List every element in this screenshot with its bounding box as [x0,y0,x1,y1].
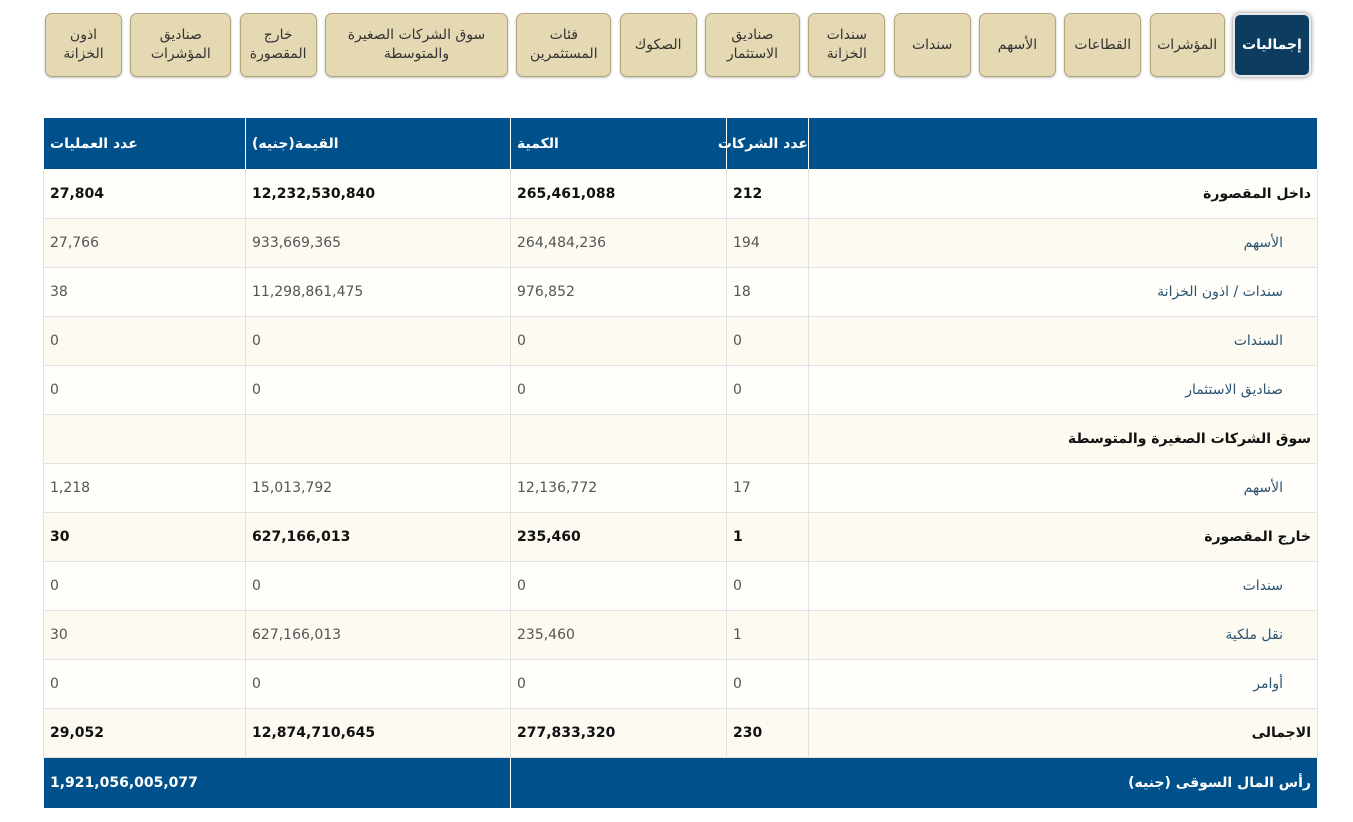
trades-cell: 0 [43,659,246,709]
value-cell: 627,166,013 [245,610,511,660]
value-cell: 0 [245,659,511,709]
footer-row: رأس المال السوقى (جنيه) 1,921,056,005,07… [43,757,1318,809]
quantity-cell: 0 [510,365,727,415]
trades-cell: 38 [43,267,246,317]
quantity-cell: 0 [510,561,727,611]
companies-cell: 194 [726,218,809,268]
tab[interactable]: إجماليات [1232,13,1311,77]
trades-cell: 30 [43,512,246,562]
tab[interactable]: سندات [893,13,971,77]
tab[interactable]: المؤشرات [1149,13,1225,77]
quantity-cell: 235,460 [510,512,727,562]
row-label: أوامر [808,659,1318,709]
companies-cell: 0 [726,561,809,611]
companies-cell: 230 [726,708,809,758]
table-row: داخل المقصورة 212 265,461,088 12,232,530,84… [43,169,1318,219]
quantity-cell: 0 [510,659,727,709]
companies-cell: 17 [726,463,809,513]
row-label: الأسهم [808,463,1318,513]
companies-cell [726,414,809,464]
table-body: داخل المقصورة 212 265,461,088 12,232,530,84… [43,169,1318,758]
header-row: عدد الشركات الكمية القيمة(جنيه) عدد العم… [43,117,1318,170]
value-cell: 12,232,530,840 [245,169,511,219]
trades-cell: 30 [43,610,246,660]
tab[interactable]: سوق الشركات الصغيرة والمتوسطة [324,13,508,77]
quantity-cell: 976,852 [510,267,727,317]
header-cell: عدد العمليات [43,117,246,170]
row-label: الاجمالى [808,708,1318,758]
tab[interactable]: صناديق المؤشرات [130,13,232,77]
table-row: نقل ملكية 1 235,460 627,166,013 30 [43,610,1318,660]
companies-cell: 0 [726,365,809,415]
tab[interactable]: خارج المقصورة [239,13,317,77]
table-row: صناديق الاستثمار 0 0 0 0 [43,365,1318,415]
header-cell: عدد الشركات [718,117,809,170]
row-label: السندات [808,316,1318,366]
row-label: داخل المقصورة [808,169,1318,219]
row-label: نقل ملكية [808,610,1318,660]
table-row: سندات 0 0 0 0 [43,561,1318,611]
table-row: السندات 0 0 0 0 [43,316,1318,366]
value-cell: 933,669,365 [245,218,511,268]
row-label: سندات / اذون الخزانة [808,267,1318,317]
table-row: أوامر 0 0 0 0 [43,659,1318,709]
quantity-cell: 264,484,236 [510,218,727,268]
trades-cell: 0 [43,316,246,366]
companies-cell: 0 [726,659,809,709]
trades-cell: 27,804 [43,169,246,219]
quantity-cell: 265,461,088 [510,169,727,219]
tab[interactable]: الأسهم [978,13,1056,77]
table-row: الاجمالى 230 277,833,320 12,874,710,645 29,0… [43,708,1318,758]
tab[interactable]: صناديق الاستثمار [704,13,800,77]
value-cell: 0 [245,316,511,366]
table-row: الأسهم 194 264,484,236 933,669,365 27,766 [43,218,1318,268]
summary-table: عدد الشركات الكمية القيمة(جنيه) عدد العم… [43,117,1318,809]
row-label: صناديق الاستثمار [808,365,1318,415]
tab[interactable]: فئات المستثمرين [516,13,612,77]
row-label: خارج المقصورة [808,512,1318,562]
trades-cell [43,414,246,464]
table-row: خارج المقصورة 1 235,460 627,166,013 30 [43,512,1318,562]
tab[interactable]: القطاعات [1064,13,1142,77]
row-label: سوق الشركات الصغيرة والمتوسطة [808,414,1318,464]
trades-cell: 0 [43,365,246,415]
trades-cell: 27,766 [43,218,246,268]
value-cell: 12,874,710,645 [245,708,511,758]
row-label: سندات [808,561,1318,611]
companies-cell: 1 [726,610,809,660]
row-label: الأسهم [808,218,1318,268]
trades-cell: 29,052 [43,708,246,758]
quantity-cell: 277,833,320 [510,708,727,758]
value-cell: 0 [245,561,511,611]
trades-cell: 0 [43,561,246,611]
tab-bar: إجماليات المؤشرات القطاعات الأسهم سندات سندات… [45,13,1311,79]
trades-cell: 1,218 [43,463,246,513]
value-cell: 0 [245,365,511,415]
companies-cell: 0 [726,316,809,366]
tab[interactable]: سندات الخزانة [808,13,886,77]
tab[interactable]: اذون الخزانة [45,13,122,77]
table-row: سوق الشركات الصغيرة والمتوسطة [43,414,1318,464]
value-cell: 11,298,861,475 [245,267,511,317]
table-row: الأسهم 17 12,136,772 15,013,792 1,218 [43,463,1318,513]
header-cell: الكمية [510,117,727,170]
value-cell: 627,166,013 [245,512,511,562]
tab[interactable]: الصكوك [619,13,697,77]
companies-cell: 18 [726,267,809,317]
header-cell [808,117,1318,170]
value-cell: 15,013,792 [245,463,511,513]
footer-label: رأس المال السوقى (جنيه) [510,757,1318,809]
quantity-cell [510,414,727,464]
header-cell: القيمة(جنيه) [245,117,511,170]
table-row: سندات / اذون الخزانة 18 976,852 11,298,861,… [43,267,1318,317]
companies-cell: 1 [726,512,809,562]
quantity-cell: 12,136,772 [510,463,727,513]
footer-value: 1,921,056,005,077 [43,757,511,809]
quantity-cell: 235,460 [510,610,727,660]
value-cell [245,414,511,464]
companies-cell: 212 [726,169,809,219]
quantity-cell: 0 [510,316,727,366]
